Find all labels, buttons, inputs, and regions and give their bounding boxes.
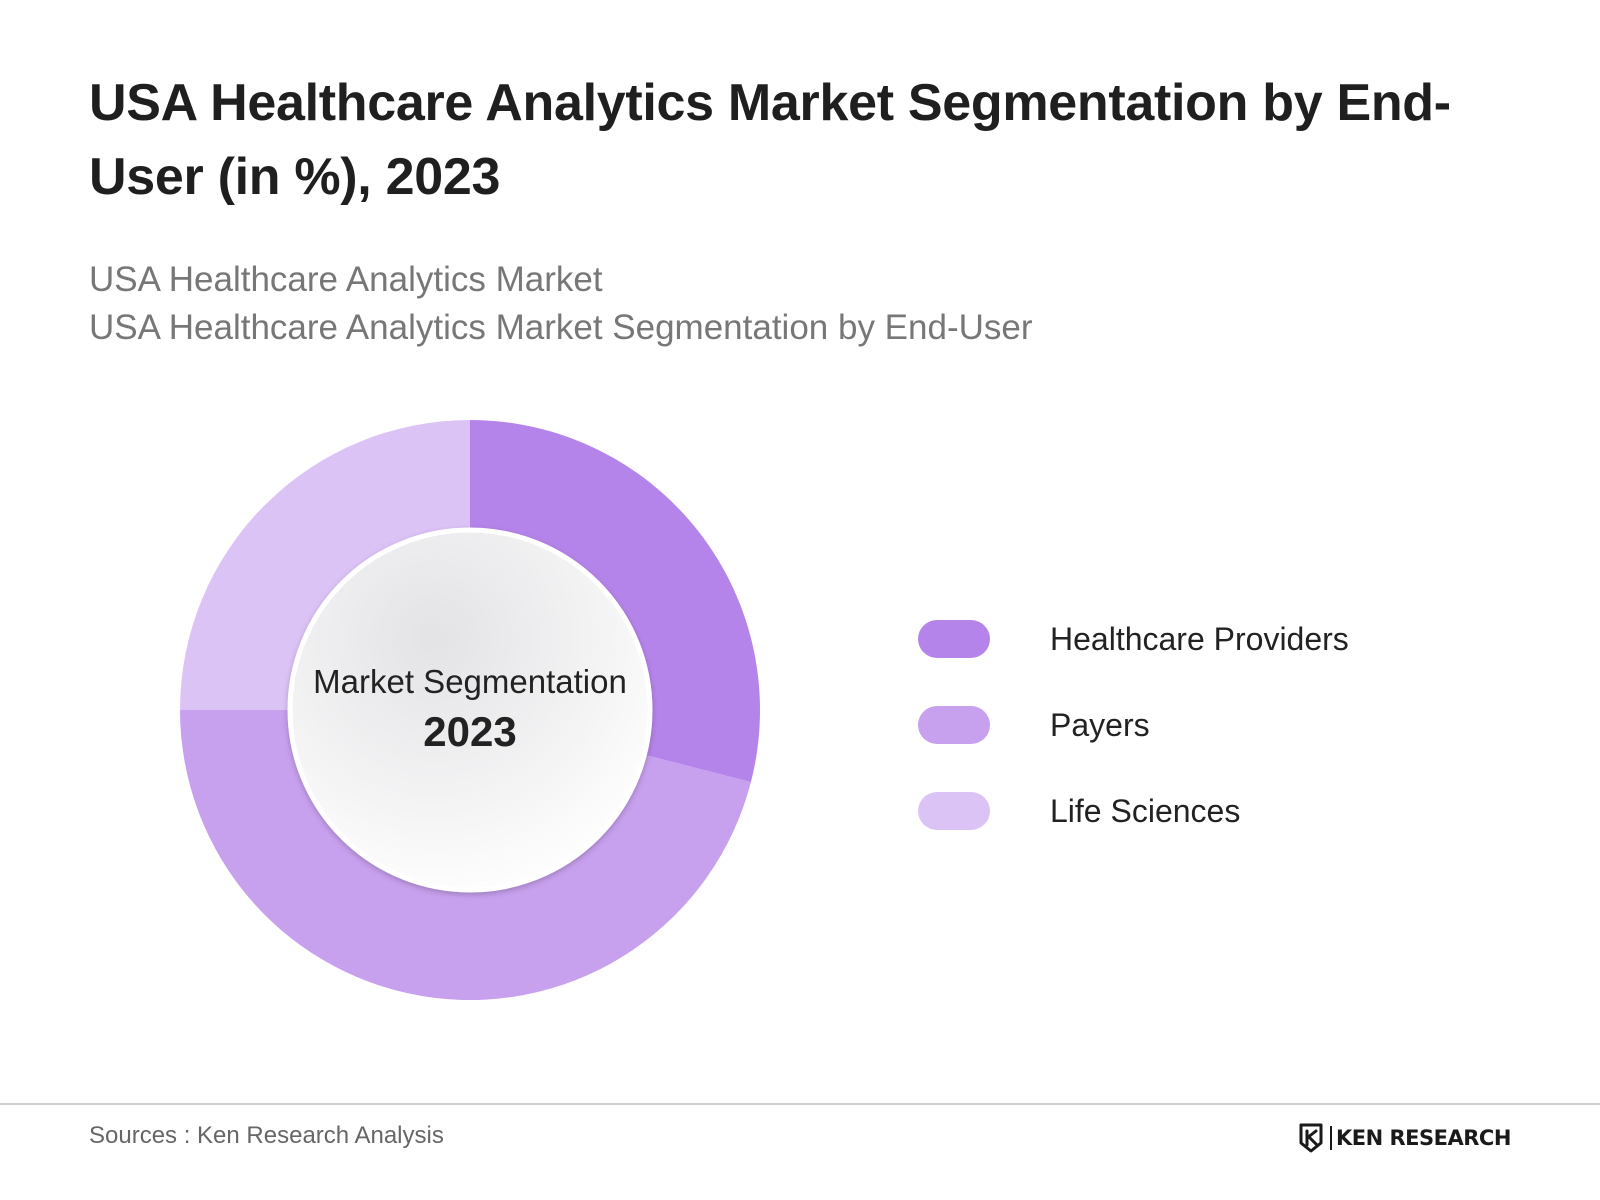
chart-subtitle-market: USA Healthcare Analytics Market [89,260,603,299]
brand-separator [1330,1126,1332,1150]
legend-label-healthcare-providers: Healthcare Providers [1050,621,1349,657]
chart-title: USA Healthcare Analytics Market Segmenta… [89,74,1451,206]
donut-chart [179,420,761,1001]
legend-swatch-healthcare-providers [918,620,990,658]
center-label-text: Market Segmentation [313,663,627,700]
legend-swatch-payers [918,706,990,744]
legend-label-life-sciences: Life Sciences [1050,793,1241,829]
chart-subtitle-segmentation: USA Healthcare Analytics Market Segmenta… [89,308,1033,347]
donut-center-disc [287,527,653,893]
brand-name: KEN RESEARCH [1336,1126,1511,1150]
legend-label-payers: Payers [1050,707,1150,743]
ken-research-logo-icon [1299,1123,1323,1153]
footer-divider [0,1103,1600,1105]
brand-logo: KEN RESEARCH [1299,1122,1511,1154]
legend-swatch-life-sciences [918,792,990,830]
source-note: Sources : Ken Research Analysis [89,1122,444,1149]
donut-center-label: Market Segmentation 2023 [283,660,657,760]
center-label-year: 2023 [423,708,517,755]
